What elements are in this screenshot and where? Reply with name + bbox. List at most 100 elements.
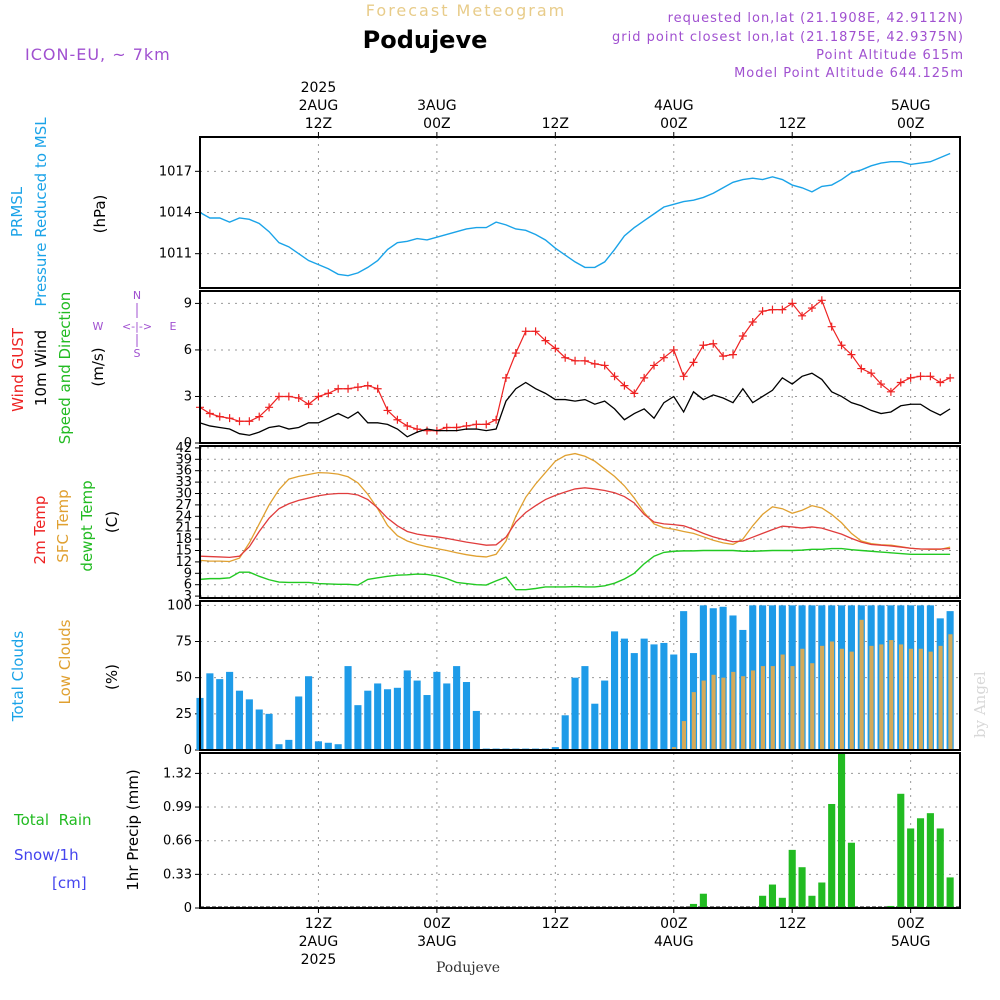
y-tick-label: 0.66	[163, 834, 192, 849]
rain-bar	[838, 753, 846, 908]
low-cloud-bar	[731, 671, 736, 750]
top-time-label: 3AUG	[417, 98, 457, 114]
total-cloud-bar	[305, 676, 313, 750]
gust-point	[896, 378, 905, 387]
total-cloud-bar	[265, 713, 273, 750]
bottom-time-label: 12Z	[542, 916, 569, 932]
cloud-unit: (%)	[103, 664, 121, 690]
total-cloud-bar	[630, 653, 638, 750]
low-cloud-bar	[869, 645, 874, 750]
total-cloud-bar	[660, 642, 668, 750]
wind-speed-label: 10m Wind	[32, 330, 50, 406]
y-tick-label: 33	[175, 475, 192, 490]
total-cloud-bar	[591, 703, 599, 750]
low-cloud-bar	[760, 666, 765, 750]
gust-point	[334, 384, 343, 393]
gust-point	[205, 409, 214, 418]
gust-point	[304, 400, 313, 409]
y-tick-label: 15	[175, 544, 192, 559]
pressure-line	[199, 152, 951, 277]
cloud-labels: Total Clouds Low Clouds (%)	[9, 619, 121, 722]
gust-point	[590, 359, 599, 368]
gust-point	[788, 299, 797, 308]
y-tick-label: 18	[175, 532, 192, 547]
temp-dew-label: dewpt Temp	[78, 480, 96, 571]
subtitle: Forecast Meteogram	[366, 1, 566, 20]
low-cloud-bar	[948, 634, 953, 750]
low-cloud-bar	[820, 645, 825, 750]
gust-point	[225, 414, 234, 423]
compass-s: S	[134, 347, 141, 360]
top-time-label: 12Z	[542, 116, 569, 132]
compass-e: E	[170, 320, 177, 333]
y-tick-label: 42	[175, 441, 192, 456]
gust-point	[511, 349, 520, 358]
total-cloud-bar	[571, 677, 579, 750]
low-cloud-bar	[859, 619, 864, 750]
y-tick-label: 3	[184, 589, 192, 604]
y-tick-label: 12	[175, 555, 192, 570]
top-time-label: 2AUG	[299, 98, 339, 114]
gust-point	[531, 327, 540, 336]
total-cloud-bar	[601, 680, 609, 750]
rain-bar	[887, 905, 895, 908]
low-cloud-bar	[879, 644, 884, 750]
model-label: ICON-EU, ~ 7km	[25, 45, 171, 64]
top-time-label: 00Z	[660, 116, 687, 132]
gust-point	[284, 392, 293, 401]
gust-point	[738, 331, 747, 340]
gust-point	[521, 327, 530, 336]
bottom-time-label: 00Z	[897, 916, 924, 932]
wind-gust-label: Wind GUST	[9, 327, 27, 412]
grid-coords: grid point closest lon,lat (21.1875E, 42…	[612, 30, 964, 45]
temp-2m-label: 2m Temp	[31, 496, 49, 565]
rain-bar	[946, 877, 954, 908]
y-tick-label: 6	[184, 578, 192, 593]
low-cloud-bar	[790, 666, 795, 750]
low-cloud-bar	[800, 648, 805, 750]
gust-point	[551, 344, 560, 353]
y-tick-label: 9	[184, 566, 192, 581]
total-cloud-bar	[216, 679, 224, 750]
gust-point	[393, 415, 402, 424]
gust-point	[837, 341, 846, 350]
bottom-time-label: 4AUG	[654, 934, 694, 950]
gust-point	[778, 305, 787, 314]
plot-layer: 1011101410170369369121518212427303336394…	[159, 80, 961, 968]
gust-point	[748, 318, 757, 327]
gust-point	[403, 421, 412, 430]
total-cloud-bar	[650, 644, 658, 750]
low-cloud-bar	[839, 648, 844, 750]
bottom-time-label: 2025	[301, 952, 337, 968]
y-tick-label: 36	[175, 464, 192, 479]
gust-point	[630, 389, 639, 398]
total-cloud-bar	[285, 739, 293, 750]
top-time-label: 2025	[301, 80, 337, 96]
total-cloud-bar	[374, 683, 382, 750]
bottom-time-label: 00Z	[660, 916, 687, 932]
cloud-low-label: Low Clouds	[56, 619, 74, 704]
temp-sfc-label: SFC Temp	[54, 489, 72, 562]
gust-point	[363, 381, 372, 390]
total-cloud-bar	[551, 747, 559, 750]
compass-mid: <-|->	[122, 320, 152, 333]
gust-point	[324, 389, 333, 398]
wind-labels: Wind GUST 10m Wind Speed and Direction (…	[9, 289, 177, 444]
y-tick-label: 25	[175, 707, 192, 722]
low-cloud-bar	[681, 721, 687, 750]
gust-point	[768, 305, 777, 314]
y-tick-label: 1.32	[163, 766, 192, 781]
wind-dir-label: Speed and Direction	[56, 292, 74, 445]
total-cloud-bar	[453, 666, 461, 750]
gust-point	[857, 364, 866, 373]
low-cloud-bar	[750, 670, 756, 750]
total-cloud-bar	[235, 690, 244, 750]
y-tick-label: 0	[184, 901, 192, 916]
temp-2m-line	[199, 487, 951, 558]
total-cloud-bar	[206, 673, 214, 750]
total-cloud-bar	[561, 715, 569, 750]
footer-location: Podujeve	[436, 960, 500, 976]
precip-unit: 1hr Precip (mm)	[124, 769, 142, 890]
gust-point	[501, 373, 510, 382]
